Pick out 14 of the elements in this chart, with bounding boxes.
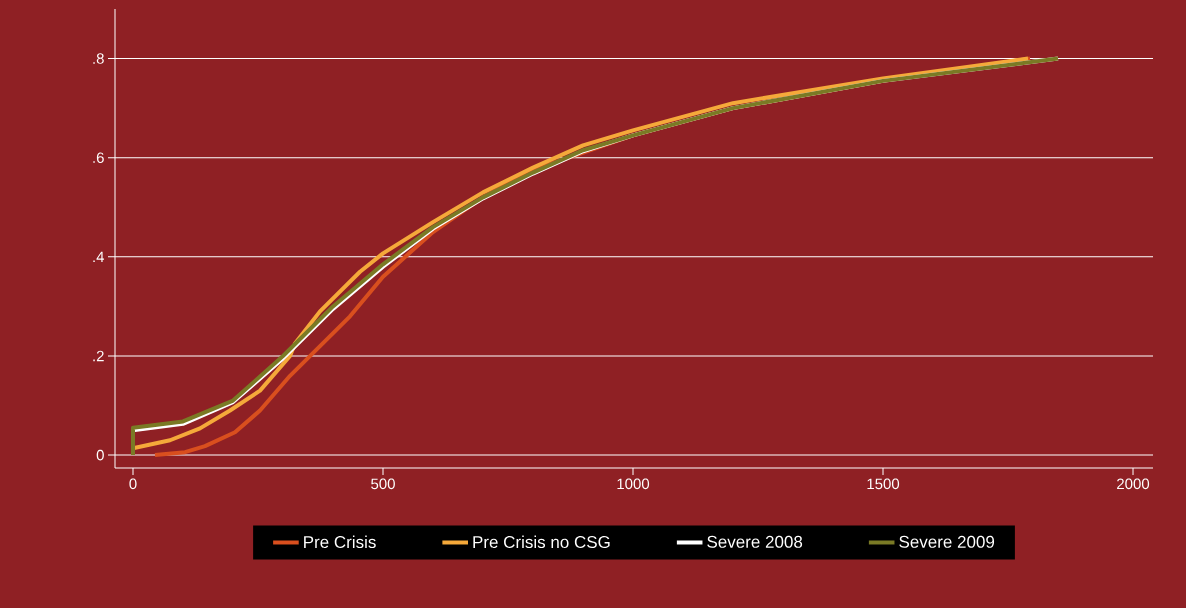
x-tick-label: 500 <box>371 478 395 490</box>
y-tick-label: .2 <box>93 350 104 362</box>
legend-label: Severe 2008 <box>707 535 803 548</box>
x-tick-label: 0 <box>129 478 137 490</box>
legend-label: Pre Crisis no CSG <box>473 535 610 549</box>
y-tick-label: .6 <box>93 152 104 163</box>
y-tick-label: .4 <box>93 251 105 262</box>
legend-label: Severe 2009 <box>899 535 995 548</box>
x-tick-label: 1000 <box>617 478 650 490</box>
y-tick-label: 0 <box>96 449 104 461</box>
legend-label: Pre Crisis <box>304 535 376 549</box>
x-tick-label: 1500 <box>867 478 900 490</box>
x-tick-label: 2000 <box>1117 478 1150 490</box>
y-tick-label: .8 <box>93 53 104 64</box>
